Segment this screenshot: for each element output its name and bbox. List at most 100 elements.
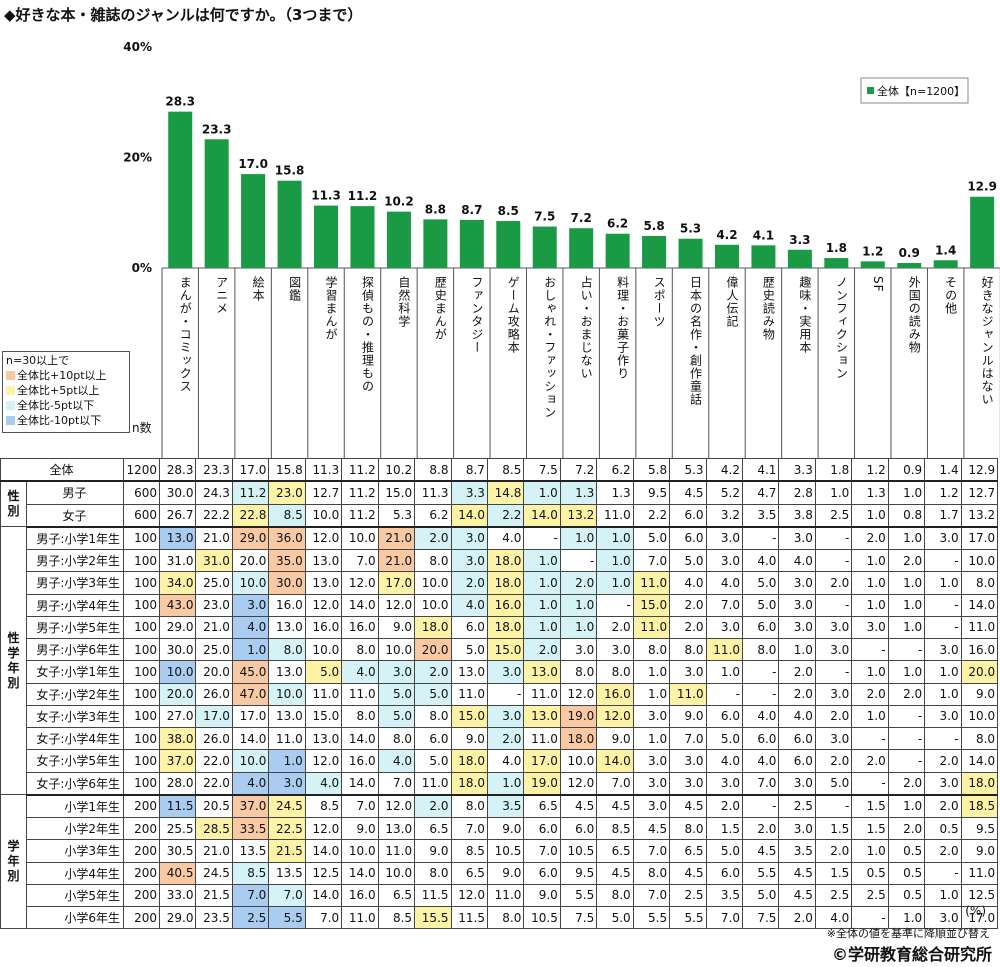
table-cell: 5.5 (742, 861, 780, 885)
row-n: 100 (123, 771, 161, 796)
table-cell: 15.8 (268, 458, 306, 483)
table-row: 女子:小学5年生 100 37.0 22.0 10.0 1.0 12.0 16.0 4.0 5.0… (1, 749, 999, 773)
table-cell: 2.5 (231, 905, 270, 930)
table-cell: 14.0 (960, 593, 999, 617)
table-cell: 1.0 (268, 749, 306, 773)
table-cell: 6.0 (742, 615, 780, 640)
table-cell: 10.0 (559, 749, 598, 773)
table-cell: 16.0 (268, 593, 306, 617)
table-cell: 4.0 (341, 660, 379, 684)
table-cell: 14.0 (304, 839, 343, 863)
table-cell: 3.0 (486, 660, 525, 684)
table-cell: 8.0 (377, 726, 416, 751)
table-cell: 14.0 (450, 503, 488, 528)
table-cell: 7.0 (632, 548, 671, 573)
table-cell: 17.0 (960, 526, 999, 550)
table-cell: 6.0 (414, 726, 452, 751)
table-cell: 1.0 (887, 794, 926, 818)
table-cell: 5.0 (377, 704, 416, 729)
row-n: 200 (123, 883, 161, 908)
table-cell: 36.0 (268, 526, 306, 550)
table-cell: 8.0 (341, 637, 379, 662)
table-row: 性 別男子 600 30.0 24.3 11.2 23.0 12.7 11.2 15.0 11.3… (0, 480, 999, 528)
bar (241, 174, 266, 268)
table-cell: 11.0 (341, 905, 379, 930)
table-cell: 3.0 (486, 704, 525, 729)
table-cell: 23.3 (195, 458, 233, 483)
table-cell: 6.0 (705, 704, 744, 729)
table-cell: 1.0 (632, 660, 671, 684)
table-cell: 3.0 (851, 615, 889, 640)
bar-value-label: 1.2 (862, 244, 883, 258)
table-cell: 0.8 (887, 503, 926, 528)
table-cell: 10.0 (304, 637, 343, 662)
bar-value-label: 0.9 (899, 246, 920, 260)
table-cell: 8.8 (414, 458, 452, 483)
table-cell: 10.0 (341, 526, 379, 550)
table-cell: 4.0 (778, 548, 816, 573)
table-cell: 37.0 (231, 794, 270, 818)
table-row: 女子 600 26.7 22.2 22.8 8.5 10.0 11.2 5.3 6.2 14.0 2.… (1, 503, 999, 528)
row-n: 100 (123, 571, 161, 595)
table-cell: 18.5 (960, 794, 999, 818)
table-cell: 3.0 (814, 682, 853, 706)
table-cell: 4.5 (669, 794, 707, 818)
table-cell: 12.7 (960, 480, 999, 505)
table-cell: 1.0 (523, 571, 561, 595)
category-label: その他 (944, 276, 958, 315)
table-cell: 22.0 (195, 749, 233, 773)
table-cell: 1.0 (596, 526, 634, 550)
table-cell: 22.0 (195, 771, 233, 796)
bar (751, 245, 776, 268)
table-cell: 11.0 (632, 615, 671, 640)
table-cell: 1.3 (559, 480, 598, 505)
table-row: 女子:小学6年生 100 28.0 22.0 4.0 3.0 4.0 14.0 7.0 11.0 1… (1, 771, 999, 796)
table-cell: - (851, 771, 889, 796)
table-cell: 13.2 (960, 503, 999, 528)
table-cell: 13.0 (304, 726, 343, 751)
table-cell: 1.0 (887, 905, 926, 930)
table-cell: - (924, 861, 962, 885)
table-cell: 18.0 (414, 615, 452, 640)
table-cell: 1.0 (887, 593, 926, 617)
table-cell: 2.0 (851, 526, 889, 550)
table-cell: 18.0 (486, 571, 525, 595)
table-cell: 23.0 (195, 593, 233, 617)
table-cell: 4.0 (486, 749, 525, 773)
table-cell: 13.5 (268, 861, 306, 885)
table-cell: 12.0 (377, 794, 416, 818)
table-cell: 12.0 (304, 816, 343, 841)
table-cell: - (814, 593, 853, 617)
table-cell: 0.5 (887, 861, 926, 885)
table-cell: 8.0 (596, 660, 634, 684)
table-cell: 9.5 (960, 816, 999, 841)
row-n: 200 (123, 794, 161, 818)
table-cell: 21.0 (195, 839, 233, 863)
table-cell: 10.0 (377, 637, 416, 662)
bar (423, 219, 448, 268)
table-cell: 16.0 (341, 615, 379, 640)
table-cell: 6.0 (450, 615, 488, 640)
table-cell: 0.5 (887, 883, 926, 908)
row-n: 100 (123, 526, 161, 550)
table-cell: 15.0 (304, 704, 343, 729)
category-label: 探偵もの・推理もの (360, 276, 374, 393)
bar (569, 228, 594, 268)
bar-value-label: 5.8 (643, 219, 664, 233)
table-cell: 18.0 (486, 548, 525, 573)
table-cell: 2.0 (814, 839, 853, 863)
row-label: 男子:小学2年生 (25, 548, 125, 573)
table-cell: 6.5 (523, 794, 561, 818)
table-cell: 2.0 (414, 526, 452, 550)
row-label: 小学3年生 (25, 839, 125, 863)
table-cell: 6.0 (523, 816, 561, 841)
table-cell: - (924, 615, 962, 640)
table-cell: 1.0 (559, 526, 598, 550)
table-cell: 26.0 (195, 726, 233, 751)
table-cell: 2.0 (887, 682, 926, 706)
table-cell: 4.0 (231, 615, 270, 640)
table-cell: 2.0 (924, 794, 962, 818)
table-cell: 2.0 (523, 637, 561, 662)
table-cell: 6.0 (669, 503, 707, 528)
row-label: 男子:小学3年生 (25, 571, 125, 595)
